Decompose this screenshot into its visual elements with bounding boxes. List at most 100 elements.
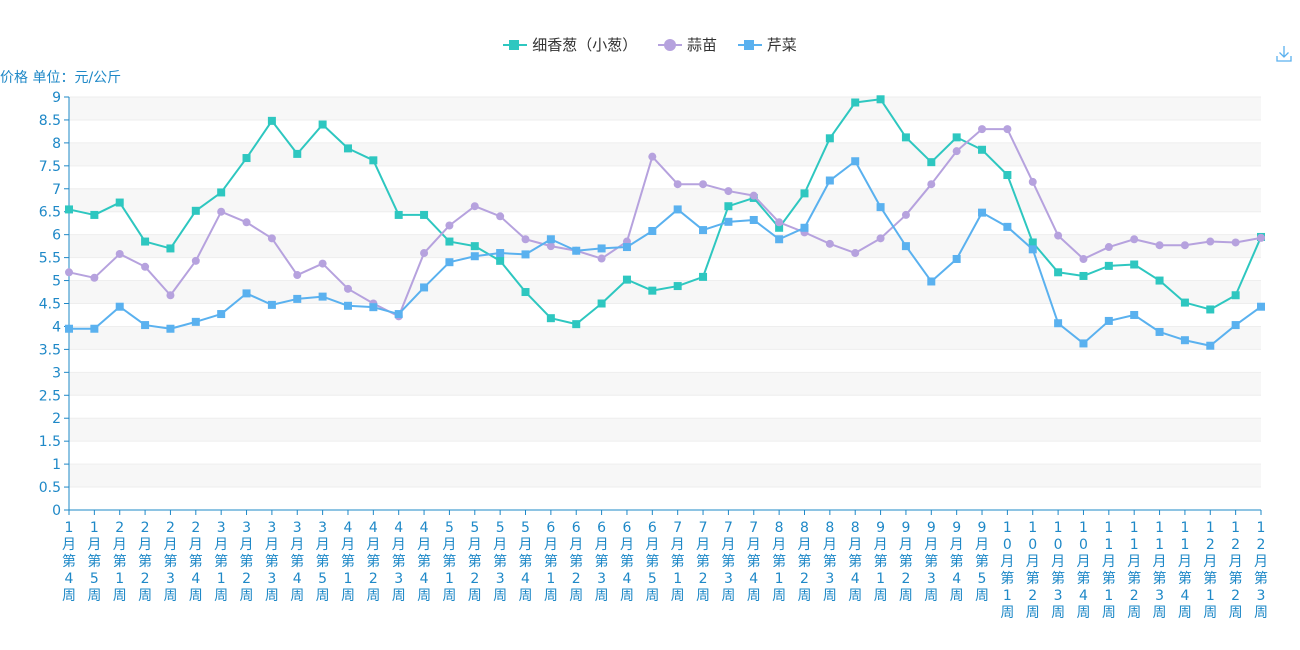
legend-marker-square-icon <box>503 38 528 52</box>
data-point <box>65 324 73 333</box>
y-tick-label: 5.5 <box>39 251 61 267</box>
x-tick-label: 9 月第 2 周 <box>899 520 913 604</box>
legend-item-garlic-sprout[interactable]: 蒜苗 <box>657 34 717 55</box>
data-point <box>1028 238 1037 247</box>
data-point <box>825 176 834 185</box>
y-tick-label: 8 <box>52 136 61 152</box>
data-point <box>1155 276 1164 285</box>
data-point <box>1130 235 1139 244</box>
data-point <box>622 275 631 284</box>
data-point <box>1206 305 1215 314</box>
data-point <box>293 149 302 158</box>
data-point <box>470 242 479 251</box>
data-point <box>775 218 784 227</box>
data-point <box>775 235 784 244</box>
data-point <box>952 147 961 156</box>
data-point <box>496 212 505 221</box>
data-point <box>952 254 961 263</box>
data-point <box>673 180 682 189</box>
data-point <box>191 317 200 326</box>
data-point <box>749 191 758 200</box>
data-point <box>293 294 302 303</box>
grid-band <box>69 464 1261 488</box>
data-point <box>470 202 479 211</box>
grid-band <box>69 142 1261 166</box>
data-point <box>673 205 682 214</box>
x-tick-label: 4 月第 4 周 <box>417 520 431 604</box>
data-point <box>927 158 936 167</box>
x-tick-label: 6 月第 3 周 <box>595 520 609 604</box>
data-point <box>1257 302 1265 311</box>
series-line-0 <box>68 98 1262 326</box>
data-point <box>343 144 352 153</box>
legend-item-celery[interactable]: 芹菜 <box>737 34 797 55</box>
y-tick-label: 0 <box>52 503 61 519</box>
data-point <box>369 156 378 165</box>
data-point <box>420 249 429 258</box>
data-point <box>851 249 860 258</box>
x-tick-label: 1 2 月第 2 周 <box>1229 520 1243 621</box>
x-tick-label: 1 0 月第 4 周 <box>1076 520 1090 621</box>
data-point <box>318 259 327 268</box>
data-point <box>521 288 530 297</box>
x-tick-label: 2 月第 1 周 <box>113 520 127 604</box>
data-point <box>1104 261 1113 270</box>
data-point <box>445 221 454 230</box>
x-tick-label: 1 1 月第 3 周 <box>1153 520 1167 621</box>
data-point <box>470 252 479 261</box>
y-tick-label: 2 <box>52 411 61 427</box>
data-point <box>572 320 581 329</box>
x-tick-label: 4 月第 1 周 <box>341 520 355 604</box>
data-point <box>115 249 124 258</box>
data-point <box>825 239 834 248</box>
y-tick-label: 6 <box>52 228 61 244</box>
legend-item-scallion[interactable]: 细香葱（小葱） <box>503 34 637 55</box>
y-tick-label: 3 <box>52 365 61 381</box>
data-point <box>242 218 251 227</box>
data-point <box>1130 260 1139 269</box>
data-point <box>800 189 809 198</box>
x-tick-label: 6 月第 1 周 <box>544 520 558 604</box>
data-point <box>749 215 758 224</box>
data-point <box>1104 243 1113 252</box>
y-tick-label: 1.5 <box>39 434 61 450</box>
data-point <box>217 188 226 197</box>
y-tick-label: 8.5 <box>39 113 61 129</box>
data-point <box>267 300 276 309</box>
data-point <box>927 277 936 286</box>
data-point <box>597 254 606 263</box>
data-point <box>901 242 910 251</box>
download-icon[interactable] <box>1274 44 1294 64</box>
x-tick-label: 5 月第 2 周 <box>468 520 482 604</box>
data-point <box>724 217 733 226</box>
data-point <box>394 310 403 319</box>
data-point <box>876 234 885 243</box>
x-tick-label: 1 1 月第 4 周 <box>1178 520 1192 621</box>
grid-band <box>69 97 1261 120</box>
x-tick-label: 1 2 月第 1 周 <box>1203 520 1217 621</box>
data-point <box>1231 291 1240 300</box>
y-tick-label: 7.5 <box>39 159 61 175</box>
x-tick-label: 7 月第 4 周 <box>747 520 761 604</box>
data-point <box>699 272 708 281</box>
data-point <box>141 262 150 271</box>
data-point <box>141 321 150 330</box>
y-tick-label: 1 <box>52 457 61 473</box>
data-point <box>420 210 429 219</box>
x-tick-label: 2 月第 2 周 <box>138 520 152 604</box>
x-tick-label: 1 月第 5 周 <box>87 520 101 604</box>
data-point <box>1180 336 1189 345</box>
data-point <box>1028 245 1037 254</box>
axis-layer: 0 0.5 1 1.5 2 2.5 3 3.5 4 4.5 5 5.5 6 6.5 7 7.5 8 8.5 9 1 月第… <box>39 90 1268 621</box>
x-tick-label: 6 月第 2 周 <box>569 520 583 604</box>
x-tick-label: 3 月第 5 周 <box>316 520 330 604</box>
data-point <box>369 303 378 312</box>
data-point <box>546 235 555 244</box>
x-tick-label: 2 月第 3 周 <box>163 520 177 604</box>
data-point <box>1206 341 1215 350</box>
data-point <box>1104 316 1113 325</box>
data-point <box>242 154 251 163</box>
data-point <box>1054 268 1063 277</box>
data-point <box>648 226 657 235</box>
